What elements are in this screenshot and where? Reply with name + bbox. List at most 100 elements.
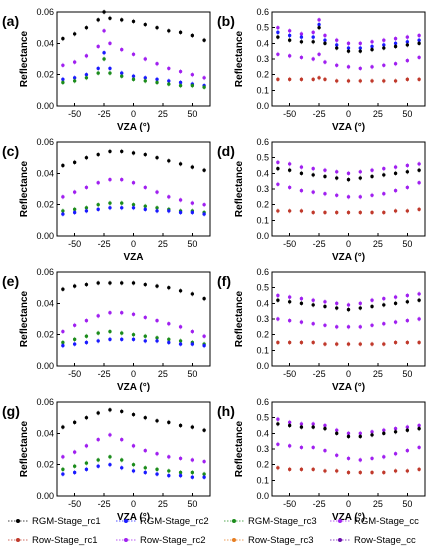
data-point [335, 431, 339, 436]
data-point [323, 300, 327, 304]
x-tick-label: 50 [187, 239, 197, 249]
data-point [167, 195, 171, 199]
x-tick-label: 50 [402, 499, 412, 509]
data-point [143, 22, 147, 27]
data-point [370, 193, 374, 197]
data-point [178, 339, 183, 343]
data-point [311, 35, 315, 39]
series-Row-Stage_rc1 [276, 75, 421, 84]
series-RGM-Stage_cc [276, 17, 421, 46]
data-point [61, 467, 65, 472]
data-point [417, 340, 421, 345]
panel-tag: (h) [217, 403, 235, 419]
data-point [96, 437, 100, 442]
data-point [299, 209, 304, 213]
data-point [323, 323, 327, 327]
y-tick-label: 0.4 [256, 168, 269, 178]
series-Row-Stage_rc2 [276, 180, 421, 200]
panel-b: 0.0 0.1 0.2 0.3 0.4 0.5 0.6 -50 -25 0 25 50 VZA (°) R… [217, 7, 426, 133]
x-axis-label: VZA (°) [332, 252, 365, 263]
data-point [131, 181, 136, 185]
data-point [72, 60, 77, 64]
data-point [190, 425, 195, 429]
data-point [178, 198, 183, 202]
data-point [299, 165, 304, 169]
data-point [72, 284, 77, 288]
data-point [96, 202, 100, 207]
data-point [323, 168, 327, 172]
data-point [417, 423, 421, 428]
data-point [346, 307, 351, 312]
legend-label: Row-Stage_rc3 [248, 535, 313, 546]
data-point [96, 458, 100, 462]
data-point [393, 430, 398, 434]
series-RGM-Stage_cc [61, 432, 206, 465]
data-point [167, 79, 171, 83]
series-RGM-Stage_cc [61, 177, 206, 208]
data-point [382, 173, 386, 177]
legend-marker [16, 519, 20, 523]
data-point [84, 185, 89, 190]
data-point [335, 428, 339, 432]
data-point [405, 340, 410, 345]
data-point [346, 342, 351, 346]
data-point [276, 166, 280, 171]
y-tick-label: 0.0 [256, 101, 269, 111]
data-point [323, 448, 327, 453]
data-point [120, 71, 124, 75]
x-axis-label: VZA (°) [117, 382, 150, 393]
data-point [346, 41, 351, 46]
data-point [178, 423, 183, 428]
x-tick-label: 25 [158, 499, 168, 509]
x-tick-label: 50 [187, 369, 197, 379]
data-point [167, 469, 171, 473]
data-point [393, 426, 398, 431]
series-RGM-Stage_cc [276, 159, 421, 176]
data-point [155, 206, 159, 210]
data-point [405, 469, 410, 473]
data-point [108, 455, 112, 459]
data-point [96, 181, 100, 185]
data-point [96, 18, 100, 22]
legend-item: RGM-Stage_rc1 [8, 516, 101, 527]
data-point [190, 83, 195, 88]
data-point [61, 329, 65, 334]
data-point [72, 210, 77, 215]
legend-label: RGM-Stage_rc2 [140, 516, 209, 527]
series-Row-Stage_rc2 [276, 441, 421, 463]
data-point [190, 342, 195, 346]
data-point [311, 190, 315, 194]
panel-f: 0.0 0.1 0.2 0.3 0.4 0.5 0.6 -50 -25 0 25 50 VZA (°) R… [217, 267, 426, 393]
data-point [346, 431, 351, 436]
x-tick-label: 0 [346, 369, 351, 379]
y-tick-label: 0.6 [256, 137, 269, 147]
data-point [370, 40, 374, 44]
data-point [370, 174, 374, 179]
plot-frame [271, 271, 426, 367]
data-point [72, 76, 77, 80]
data-point [311, 340, 315, 345]
data-point [417, 181, 421, 185]
data-point [202, 475, 206, 479]
y-axis-label: Reflectance [19, 420, 30, 477]
data-point [143, 207, 147, 212]
data-point [131, 77, 136, 82]
data-point [393, 452, 398, 456]
data-point [299, 296, 304, 301]
data-point [311, 210, 315, 215]
data-point [178, 456, 183, 461]
data-point [370, 210, 374, 215]
data-point [167, 285, 171, 290]
data-point [276, 35, 280, 39]
data-point [276, 442, 280, 446]
y-tick-label: 0.6 [256, 397, 269, 407]
data-point [167, 209, 171, 213]
y-axis-label: Reflectance [234, 420, 245, 477]
data-point [393, 62, 398, 66]
data-point [155, 209, 159, 213]
data-point [84, 415, 89, 420]
data-point [370, 168, 374, 172]
series-RGM-Stage_rc2 [61, 205, 206, 217]
data-point [202, 343, 206, 348]
data-point [61, 77, 65, 82]
